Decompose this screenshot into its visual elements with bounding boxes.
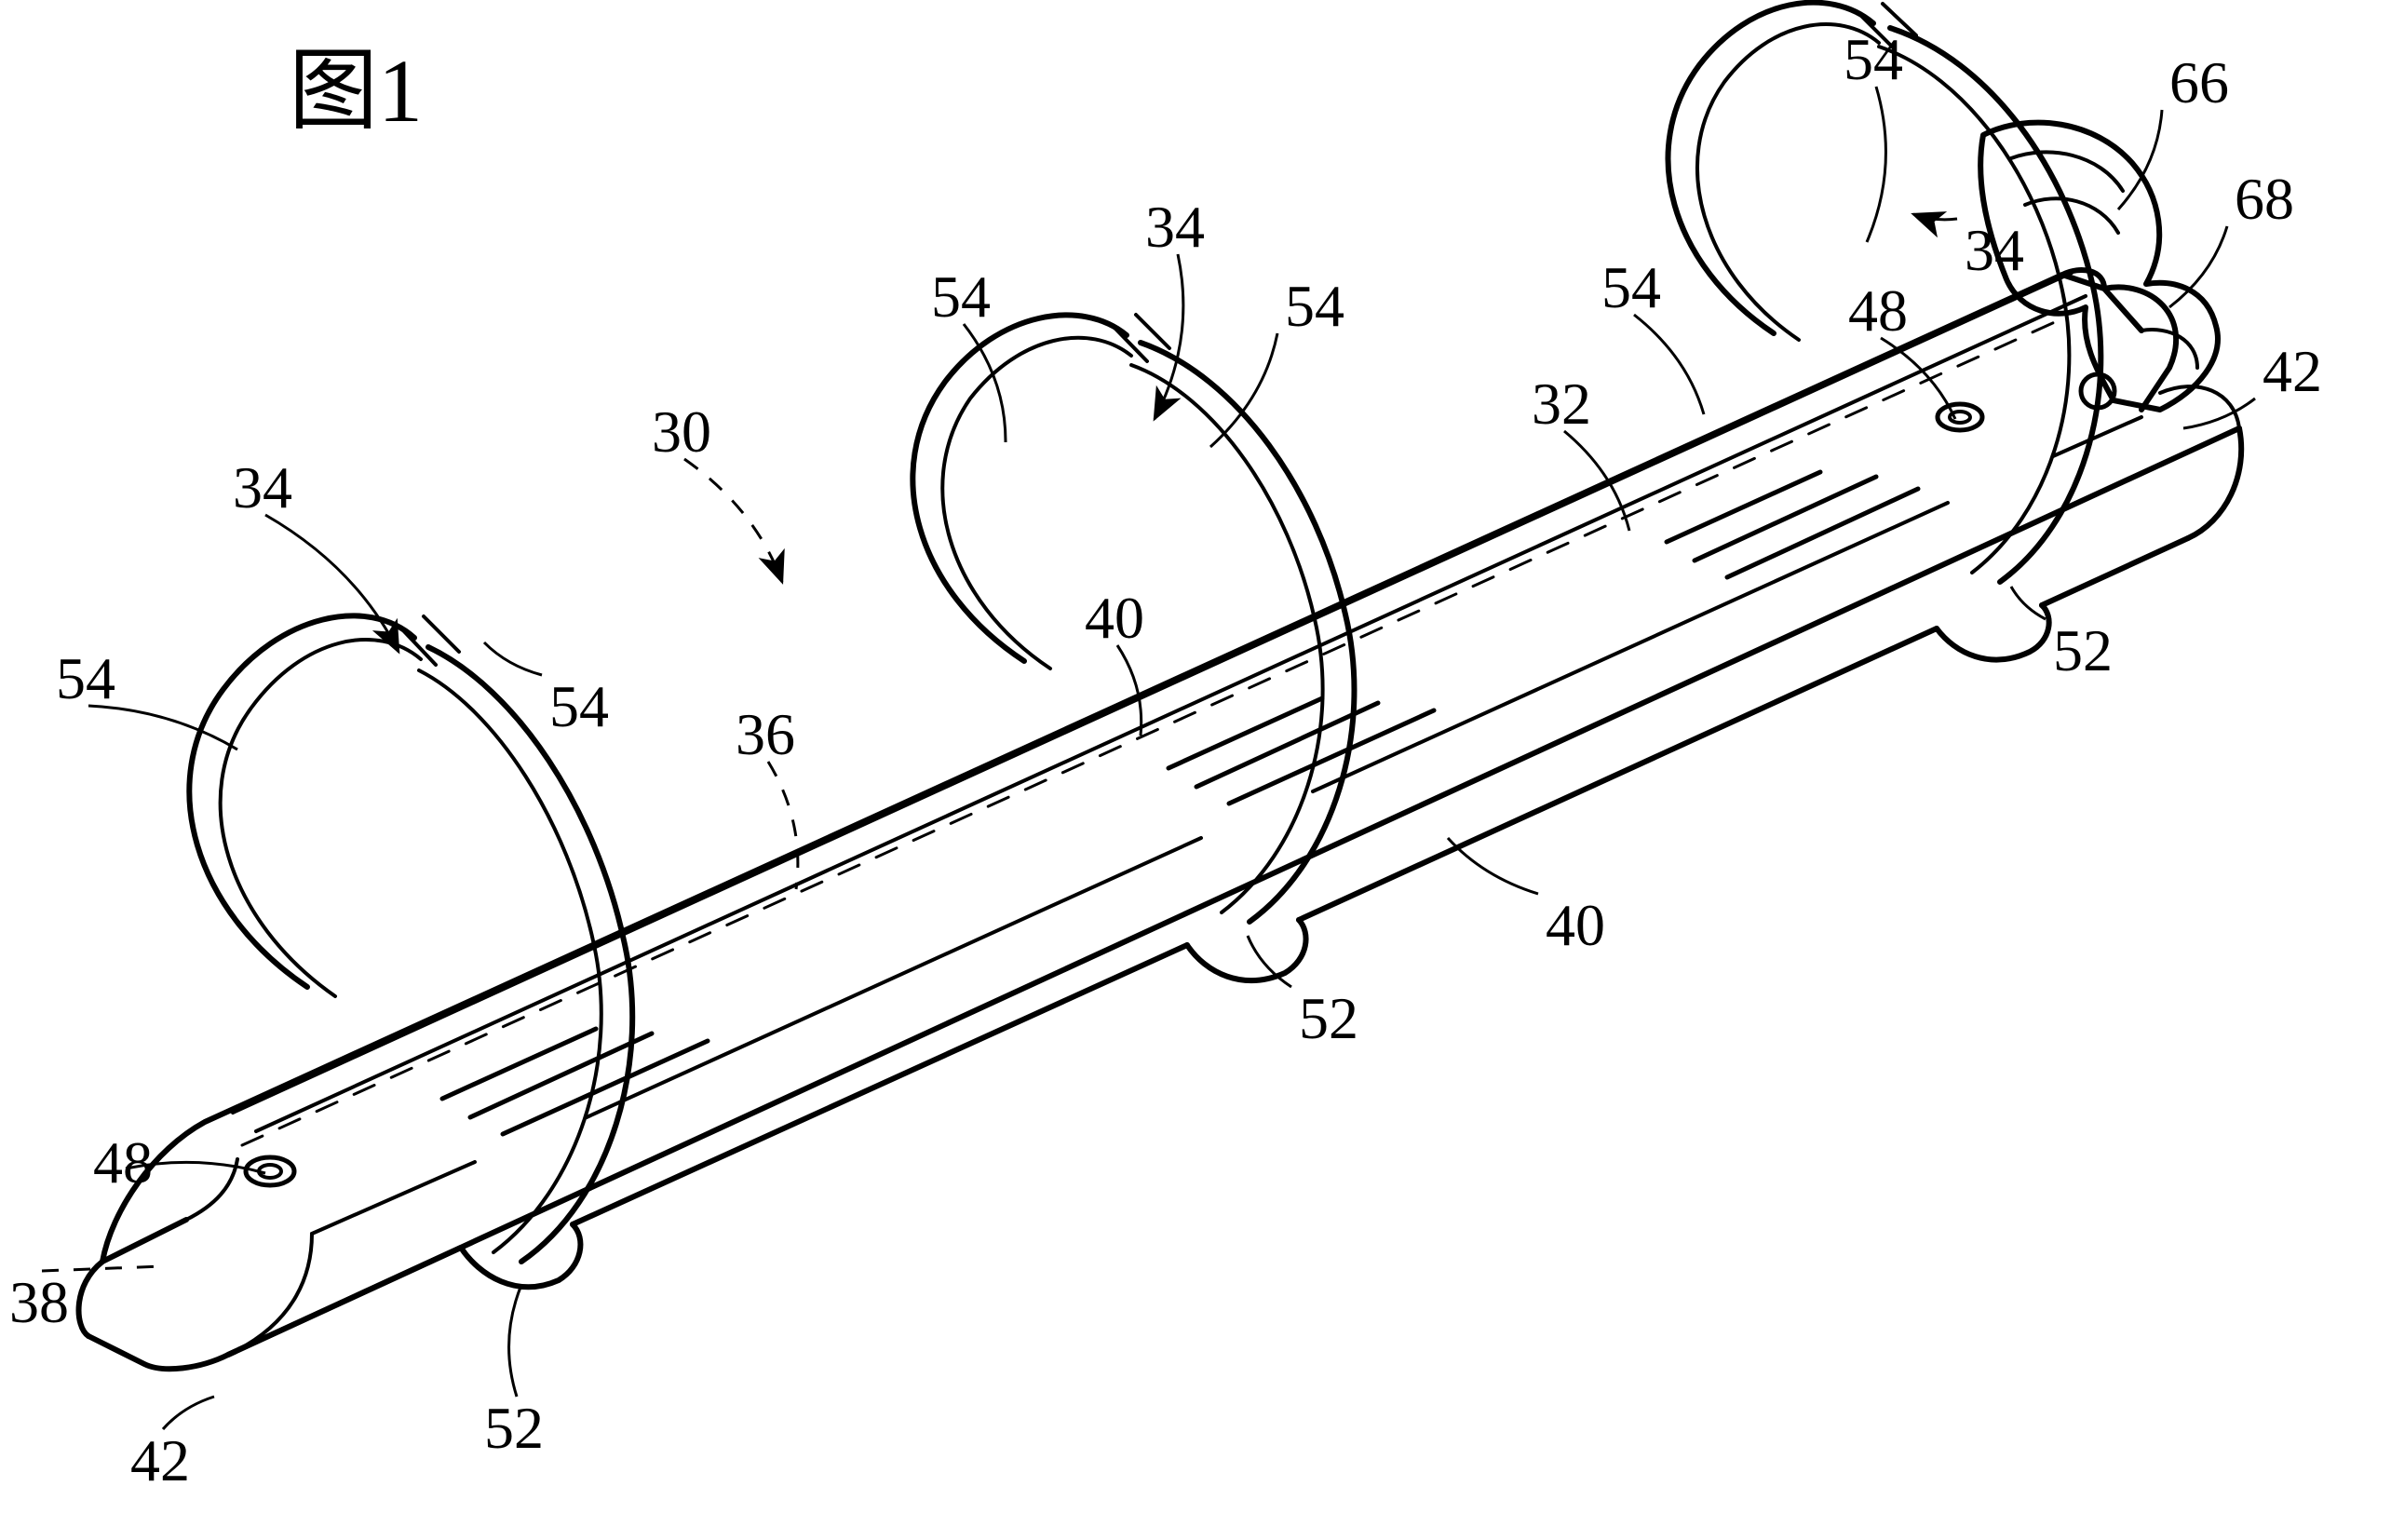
leader-66-20 [2118,110,2162,209]
leader-42-6 [163,1397,214,1429]
leader-30-3 [684,459,782,582]
leader-54-1 [88,706,237,750]
ref-32: 32 [1532,371,1591,437]
ref-42: 42 [130,1427,190,1493]
ref-36: 36 [736,701,795,767]
ref-54: 54 [56,645,115,711]
ref-54: 54 [1285,273,1344,339]
ref-48: 48 [1848,277,1908,344]
ref-54: 54 [1601,254,1661,320]
ref-54: 54 [549,673,609,739]
ref-40: 40 [1546,892,1605,958]
ref-34: 34 [1965,217,2024,283]
leader-34-18 [1913,214,1957,220]
patent-figure: 图1 [0,0,2391,1540]
ref-42: 42 [2263,338,2322,404]
leader-42-22 [2183,399,2255,428]
ref-68: 68 [2235,166,2294,232]
ref-40: 40 [1085,585,1144,651]
ref-48: 48 [93,1129,153,1196]
ref-66: 66 [2169,49,2229,115]
leader-34-0 [265,515,398,652]
ref-34: 34 [1145,194,1205,260]
ref-34: 34 [233,454,292,520]
binder-rings [189,3,2101,1262]
figure-title: 图1 [289,41,423,141]
leader-54-2 [484,642,542,675]
ref-52: 52 [484,1395,544,1461]
leader-40-12 [1117,645,1141,736]
leader-36-8 [768,762,798,889]
reference-numbers: 3454543048384252365434544052403254543448… [9,26,2322,1493]
leader-54-16 [1634,315,1704,414]
ref-52: 52 [1299,985,1358,1051]
ref-52: 52 [2053,617,2113,683]
leader-52-7 [509,1285,521,1397]
binder-housing [79,123,2242,1370]
ref-54: 54 [931,263,991,330]
ref-54: 54 [1844,26,1903,92]
leader-54-17 [1867,87,1885,242]
reference-leaders [42,87,2255,1429]
ref-38: 38 [9,1269,69,1335]
ref-30: 30 [652,399,711,465]
